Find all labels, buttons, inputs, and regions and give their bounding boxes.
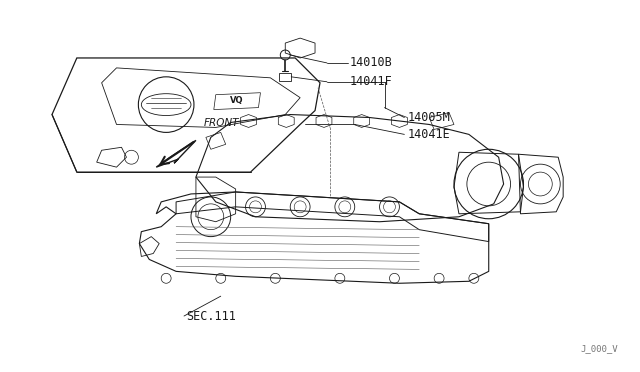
- Text: 14005M: 14005M: [407, 111, 450, 124]
- Text: 14041E: 14041E: [407, 128, 450, 141]
- Text: SEC.111: SEC.111: [186, 310, 236, 323]
- Text: 14010B: 14010B: [350, 57, 392, 70]
- Text: FRONT: FRONT: [204, 118, 239, 128]
- Text: 14041F: 14041F: [350, 75, 392, 88]
- Text: J_000_V: J_000_V: [580, 344, 618, 353]
- Text: VQ: VQ: [230, 96, 243, 105]
